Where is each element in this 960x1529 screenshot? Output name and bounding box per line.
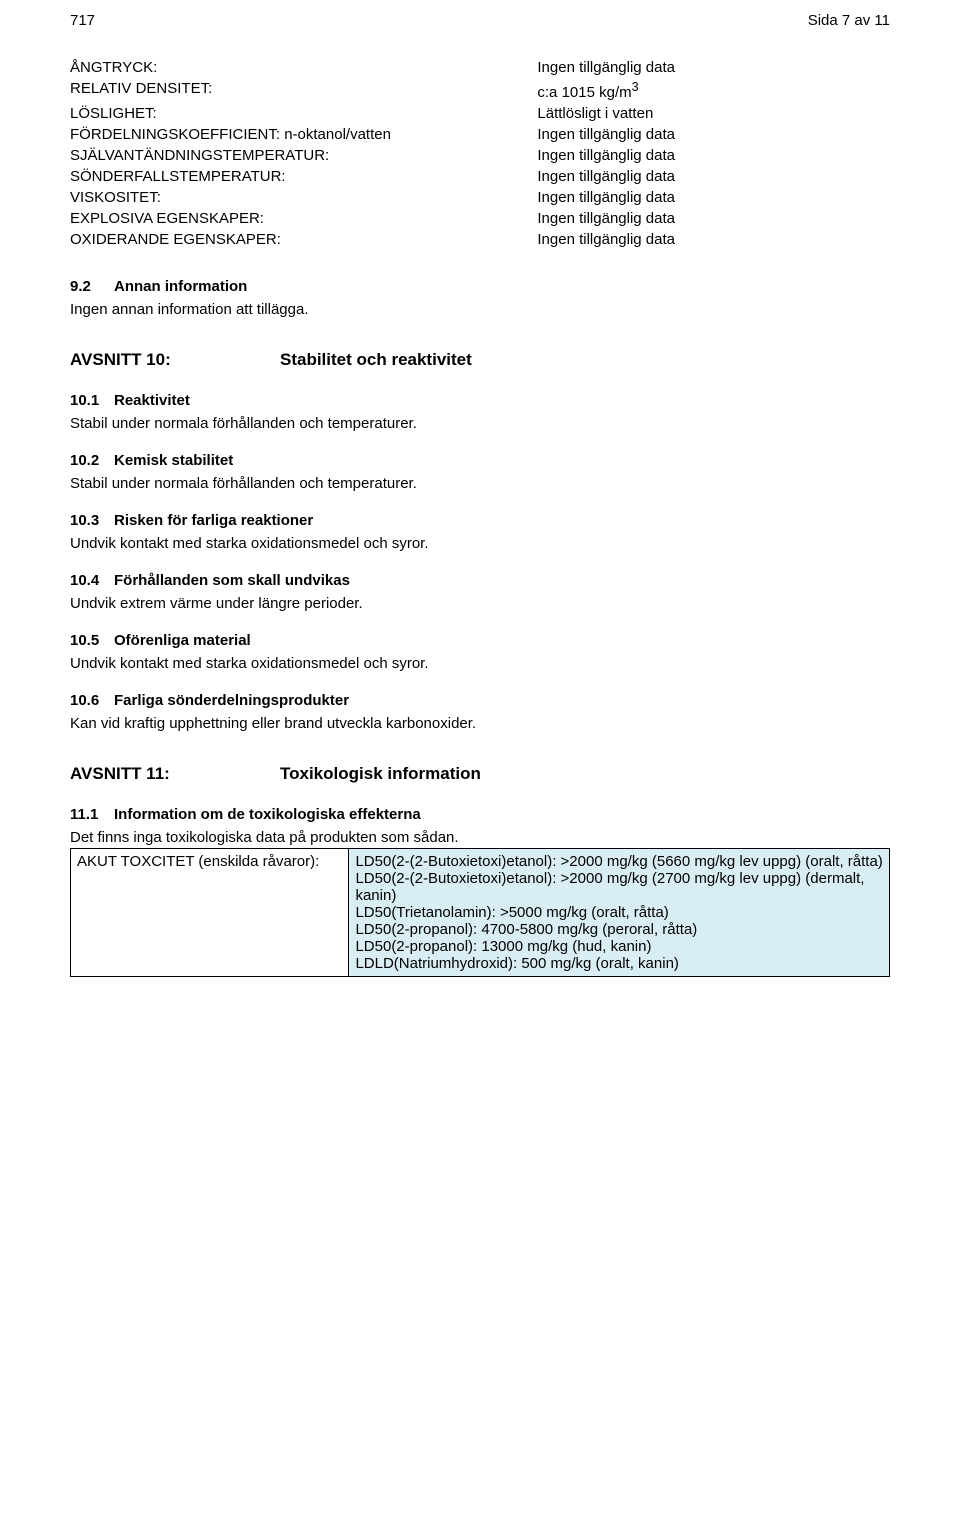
property-value: Ingen tillgänglig data	[537, 229, 890, 250]
property-label: EXPLOSIVA EGENSKAPER:	[70, 208, 537, 229]
heading-number: 10.3	[70, 512, 114, 529]
heading-number: 9.2	[70, 278, 114, 295]
subsection-body: Undvik kontakt med starka oxidationsmede…	[70, 535, 890, 552]
property-label: LÖSLIGHET:	[70, 103, 537, 124]
tox-line: LDLD(Natriumhydroxid): 500 mg/kg (oralt,…	[355, 955, 883, 972]
table-row: OXIDERANDE EGENSKAPER:Ingen tillgänglig …	[70, 229, 890, 250]
tox-line: LD50(Trietanolamin): >5000 mg/kg (oralt,…	[355, 904, 883, 921]
table-row: VISKOSITET:Ingen tillgänglig data	[70, 187, 890, 208]
subsection-heading: 10.5Oförenliga material	[70, 632, 890, 649]
subsection-heading: 10.4Förhållanden som skall undvikas	[70, 572, 890, 589]
page-info: Sida 7 av 11	[808, 12, 890, 29]
page: 717 Sida 7 av 11 ÅNGTRYCK:Ingen tillgäng…	[0, 0, 960, 1017]
intro-11-1: Det finns inga toxikologiska data på pro…	[70, 829, 890, 846]
section-title: Stabilitet och reaktivitet	[280, 350, 472, 370]
tox-value-cell: LD50(2-(2-Butoxietoxi)etanol): >2000 mg/…	[349, 849, 890, 977]
property-label: RELATIV DENSITET:	[70, 78, 537, 103]
body-9-2: Ingen annan information att tillägga.	[70, 301, 890, 318]
table-row: LÖSLIGHET:Lättlösligt i vatten	[70, 103, 890, 124]
property-label: VISKOSITET:	[70, 187, 537, 208]
property-label: SJÄLVANTÄNDNINGSTEMPERATUR:	[70, 145, 537, 166]
heading-title: Annan information	[114, 278, 247, 295]
subsection-heading: 10.2Kemisk stabilitet	[70, 452, 890, 469]
tox-label-cell: AKUT TOXCITET (enskilda råvaror):	[71, 849, 349, 977]
doc-number: 717	[70, 12, 95, 29]
heading-title: Reaktivitet	[114, 392, 190, 409]
heading-title: Risken för farliga reaktioner	[114, 512, 313, 529]
property-value: Ingen tillgänglig data	[537, 57, 890, 78]
property-value: Ingen tillgänglig data	[537, 145, 890, 166]
heading-number: 10.2	[70, 452, 114, 469]
property-value: Ingen tillgänglig data	[537, 124, 890, 145]
heading-11-1: 11.1Information om de toxikologiska effe…	[70, 806, 890, 823]
tox-line: LD50(2-(2-Butoxietoxi)etanol): >2000 mg/…	[355, 870, 883, 904]
properties-table: ÅNGTRYCK:Ingen tillgänglig dataRELATIV D…	[70, 57, 890, 250]
heading-number: 10.4	[70, 572, 114, 589]
tox-line: LD50(2-propanol): 13000 mg/kg (hud, kani…	[355, 938, 883, 955]
property-label: SÖNDERFALLSTEMPERATUR:	[70, 166, 537, 187]
tox-line: LD50(2-propanol): 4700-5800 mg/kg (peror…	[355, 921, 883, 938]
heading-number: 10.6	[70, 692, 114, 709]
subsection-body: Stabil under normala förhållanden och te…	[70, 475, 890, 492]
table-row: EXPLOSIVA EGENSKAPER:Ingen tillgänglig d…	[70, 208, 890, 229]
section-10-body: 10.1Reaktivitet Stabil under normala förh…	[70, 392, 890, 732]
section-11-heading: AVSNITT 11: Toxikologisk information	[70, 764, 890, 784]
table-row: SÖNDERFALLSTEMPERATUR:Ingen tillgänglig …	[70, 166, 890, 187]
heading-9-2: 9.2Annan information	[70, 278, 890, 295]
property-label: FÖRDELNINGSKOEFFICIENT: n-oktanol/vatten	[70, 124, 537, 145]
heading-title: Farliga sönderdelningsprodukter	[114, 692, 349, 709]
section-label: AVSNITT 10:	[70, 350, 280, 370]
property-value: Lättlösligt i vatten	[537, 103, 890, 124]
heading-number: 10.5	[70, 632, 114, 649]
section-10-heading: AVSNITT 10: Stabilitet och reaktivitet	[70, 350, 890, 370]
page-info-text: Sida 7 av 11	[808, 12, 890, 29]
superscript: 3	[632, 80, 639, 94]
property-value: Ingen tillgänglig data	[537, 166, 890, 187]
subsection-body: Stabil under normala förhållanden och te…	[70, 415, 890, 432]
property-label: ÅNGTRYCK:	[70, 57, 537, 78]
tox-line: LD50(2-(2-Butoxietoxi)etanol): >2000 mg/…	[355, 853, 883, 870]
property-label: OXIDERANDE EGENSKAPER:	[70, 229, 537, 250]
subsection-body: Kan vid kraftig upphettning eller brand …	[70, 715, 890, 732]
section-title: Toxikologisk information	[280, 764, 481, 784]
table-row: SJÄLVANTÄNDNINGSTEMPERATUR:Ingen tillgän…	[70, 145, 890, 166]
subsection-heading: 10.6Farliga sönderdelningsprodukter	[70, 692, 890, 709]
heading-title: Kemisk stabilitet	[114, 452, 233, 469]
table-row: FÖRDELNINGSKOEFFICIENT: n-oktanol/vatten…	[70, 124, 890, 145]
table-row: AKUT TOXCITET (enskilda råvaror): LD50(2…	[71, 849, 890, 977]
heading-title: Oförenliga material	[114, 632, 251, 649]
heading-title: Information om de toxikologiska effekter…	[114, 806, 421, 823]
subsection-body: Undvik kontakt med starka oxidationsmede…	[70, 655, 890, 672]
heading-number: 11.1	[70, 806, 114, 823]
page-header: 717 Sida 7 av 11	[70, 12, 890, 29]
subsection-body: Undvik extrem värme under längre periode…	[70, 595, 890, 612]
section-label: AVSNITT 11:	[70, 764, 280, 784]
subsection-heading: 10.1Reaktivitet	[70, 392, 890, 409]
table-row: RELATIV DENSITET:c:a 1015 kg/m3	[70, 78, 890, 103]
toxicity-table: AKUT TOXCITET (enskilda råvaror): LD50(2…	[70, 848, 890, 977]
table-row: ÅNGTRYCK:Ingen tillgänglig data	[70, 57, 890, 78]
property-value: Ingen tillgänglig data	[537, 208, 890, 229]
subsection-heading: 10.3Risken för farliga reaktioner	[70, 512, 890, 529]
property-value: c:a 1015 kg/m3	[537, 78, 890, 103]
property-value: Ingen tillgänglig data	[537, 187, 890, 208]
heading-number: 10.1	[70, 392, 114, 409]
heading-title: Förhållanden som skall undvikas	[114, 572, 350, 589]
